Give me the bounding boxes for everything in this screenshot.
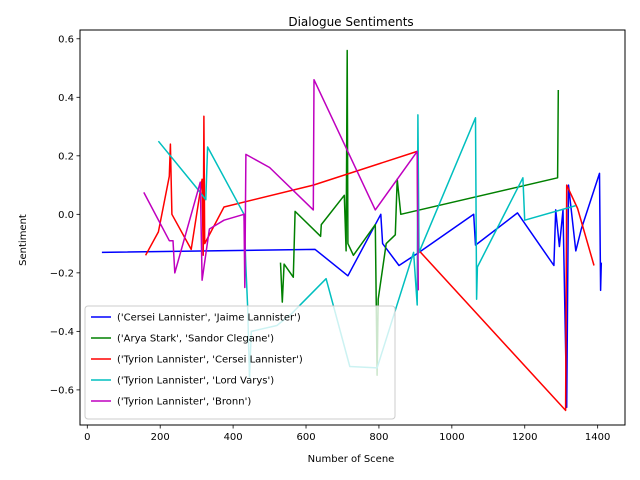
series-line-5: [143, 78, 420, 291]
y-axis-ticks: −0.6 −0.4 −0.2 0.0 0.2 0.4 0.6: [50, 34, 80, 396]
y-tick-label: 0.4: [58, 93, 74, 104]
y-axis-label: Sentiment: [18, 214, 29, 266]
y-tick-label: −0.6: [50, 385, 74, 396]
series-line-2: [279, 49, 560, 377]
legend-label-5: ('Tyrion Lannister', 'Bronn'): [117, 397, 251, 408]
legend-label-3: ('Tyrion Lannister', 'Cersei Lannister'): [117, 355, 303, 366]
y-tick-label: 0.6: [58, 34, 74, 45]
y-tick-label: 0.2: [58, 151, 74, 162]
x-axis-label: Number of Scene: [308, 454, 395, 465]
series-line-3: [144, 115, 595, 412]
x-tick-label: 800: [369, 432, 388, 443]
x-tick-label: 400: [224, 432, 243, 443]
x-tick-label: 200: [151, 432, 170, 443]
legend-label-4: ('Tyrion Lannister', 'Lord Varys'): [117, 376, 274, 387]
chart-title: Dialogue Sentiments: [288, 15, 413, 29]
y-tick-label: 0.0: [58, 210, 74, 221]
x-tick-label: 1400: [585, 432, 610, 443]
plot-area-frame: [79, 29, 626, 426]
y-tick-label: −0.2: [50, 268, 74, 279]
y-tick-label: −0.4: [50, 327, 74, 338]
legend: ('Cersei Lannister', 'Jaime Lannister') (…: [84, 305, 396, 420]
x-axis-ticks: 0 200 400 600 800 1000 1200 1400: [84, 425, 610, 443]
x-tick-label: 1200: [512, 432, 537, 443]
legend-box: [84, 305, 396, 420]
series-line-1: [101, 172, 603, 409]
series-layer: [101, 49, 603, 412]
legend-label-2: ('Arya Stark', 'Sandor Clegane'): [117, 334, 274, 345]
legend-label-1: ('Cersei Lannister', 'Jaime Lannister'): [117, 313, 301, 324]
x-tick-label: 0: [84, 432, 90, 443]
x-tick-label: 600: [296, 432, 315, 443]
x-tick-label: 1000: [439, 432, 464, 443]
